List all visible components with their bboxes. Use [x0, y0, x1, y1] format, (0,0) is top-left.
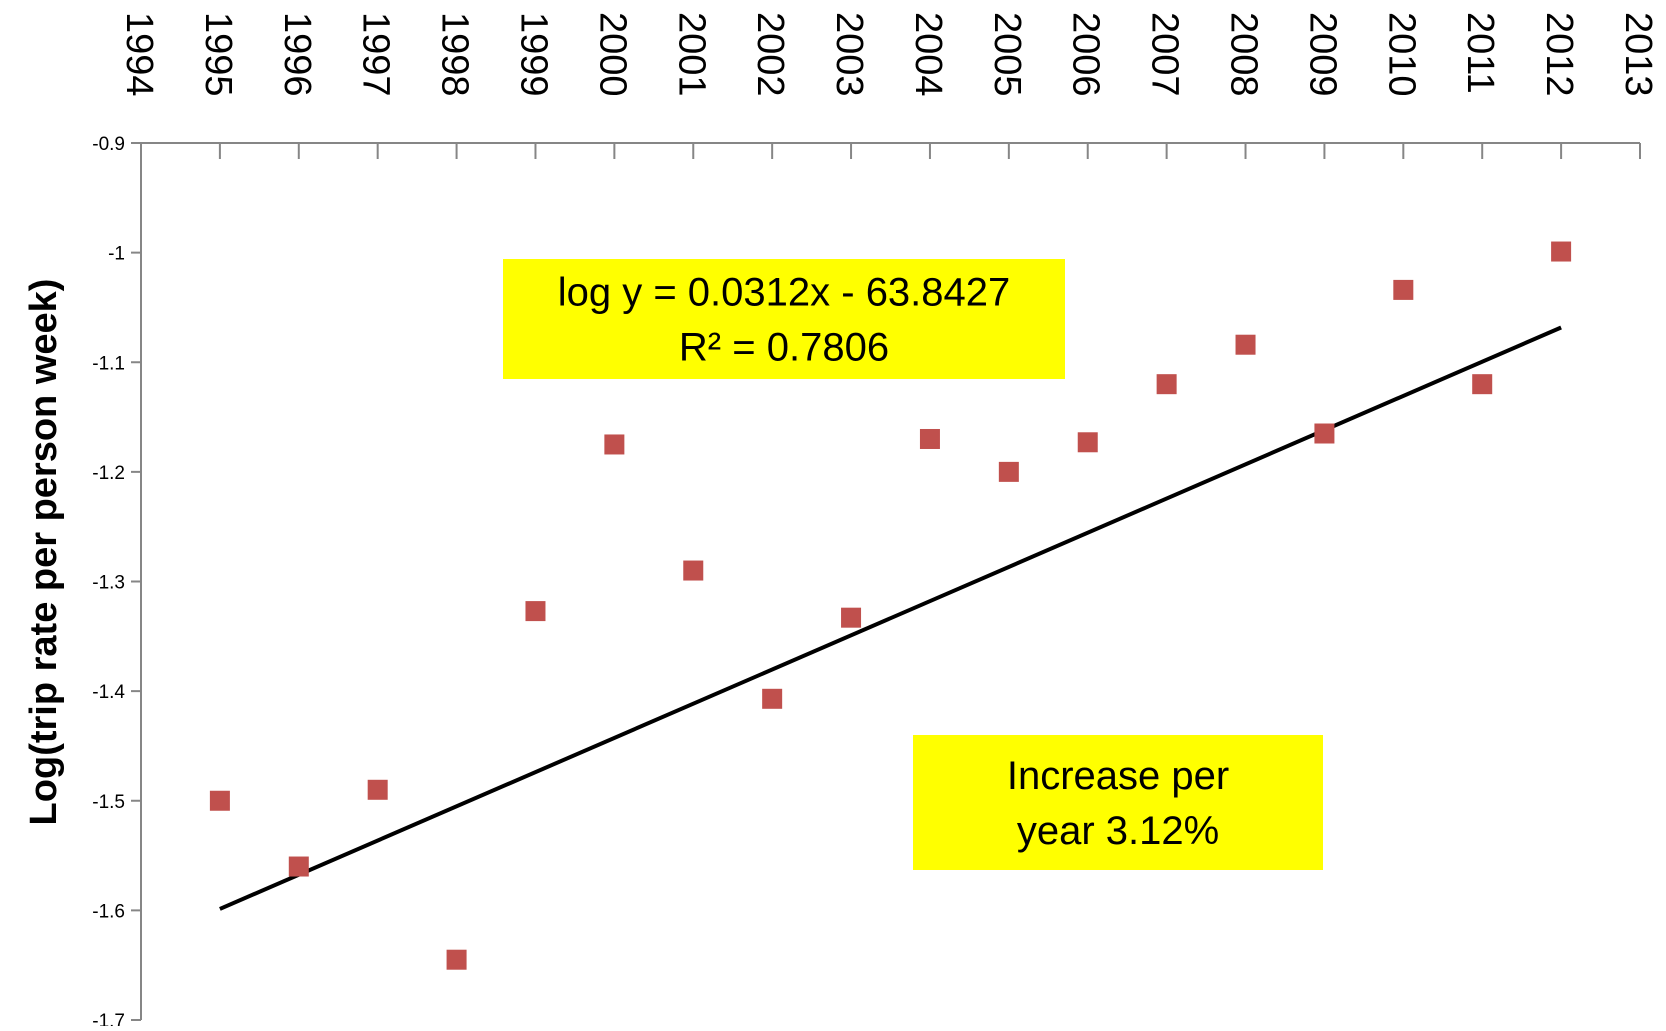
data-point	[1393, 279, 1414, 300]
x-tick-label: 2008	[1223, 12, 1265, 97]
y-tick-label: -1.5	[92, 792, 125, 813]
x-tick-label: 1995	[197, 12, 239, 97]
data-point	[919, 428, 940, 449]
x-tick-label: 2001	[670, 12, 712, 97]
y-tick-label: -1.7	[92, 1011, 125, 1026]
data-point	[604, 434, 625, 455]
annotation-text: year 3.12%	[1017, 809, 1219, 853]
x-tick-label: 2003	[828, 12, 870, 97]
annotation-increase: Increase per year 3.12%	[913, 735, 1323, 870]
annotation-box	[503, 259, 1065, 379]
data-point	[446, 949, 467, 970]
x-tick-label: 1998	[434, 12, 476, 97]
data-point	[209, 790, 230, 811]
data-point	[525, 601, 546, 622]
y-tick-label: -1.1	[92, 353, 125, 374]
data-point	[1551, 241, 1572, 262]
x-tick-label: 2009	[1301, 12, 1343, 97]
data-point	[762, 688, 783, 709]
x-tick-label: 2006	[1065, 12, 1107, 97]
data-point	[841, 607, 862, 628]
annotation-text: Increase per	[1007, 754, 1229, 798]
data-points	[209, 241, 1572, 970]
y-tick-label: -1.2	[92, 463, 125, 484]
data-point	[683, 560, 704, 581]
trendline-layer	[219, 325, 1562, 911]
data-point	[1077, 432, 1098, 453]
x-tick-label: 2011	[1459, 12, 1501, 94]
annotations: log y = 0.0312x - 63.8427 R² = 0.7806 Incr…	[503, 259, 1323, 870]
y-tick-label: -1.3	[92, 573, 125, 594]
data-point	[1235, 334, 1256, 355]
x-tick-label: 2005	[986, 12, 1028, 97]
x-tick-label: 1997	[355, 12, 397, 97]
x-tick-label: 2004	[907, 12, 949, 97]
data-point	[1156, 374, 1177, 395]
data-point	[1472, 374, 1493, 395]
x-tick-label: 2010	[1380, 12, 1422, 97]
data-point	[1314, 423, 1335, 444]
y-tick-label: -1	[108, 244, 125, 265]
x-tick-label: 2013	[1617, 12, 1659, 97]
x-tick-label: 1996	[276, 12, 318, 97]
data-point	[288, 856, 309, 877]
annotation-text: log y = 0.0312x - 63.8427	[558, 271, 1011, 315]
x-tick-label: 1994	[118, 12, 160, 97]
annotation-equation: log y = 0.0312x - 63.8427 R² = 0.7806	[503, 259, 1065, 379]
annotation-text: R² = 0.7806	[679, 326, 889, 370]
y-axis-label: Log(trip rate per person week)	[23, 279, 65, 826]
axes: -0.9 -1 -1.1 -1.2 -1.3 -1.4 -1.5 -1.6 -1.7 1994 19…	[92, 12, 1659, 1031]
x-tick-label: 2012	[1538, 12, 1580, 97]
data-point	[998, 461, 1019, 482]
y-tick-label: -1.6	[92, 901, 125, 922]
x-tick-label: 1999	[512, 12, 554, 97]
y-tick-label: -0.9	[92, 134, 125, 155]
data-point	[367, 779, 388, 800]
y-tick-label: -1.4	[92, 682, 125, 703]
annotation-box	[913, 735, 1323, 870]
x-tick-label: 2000	[591, 12, 633, 97]
trendline	[219, 325, 1562, 911]
x-tick-label: 2002	[749, 12, 791, 97]
x-tick-label: 2007	[1144, 12, 1186, 97]
